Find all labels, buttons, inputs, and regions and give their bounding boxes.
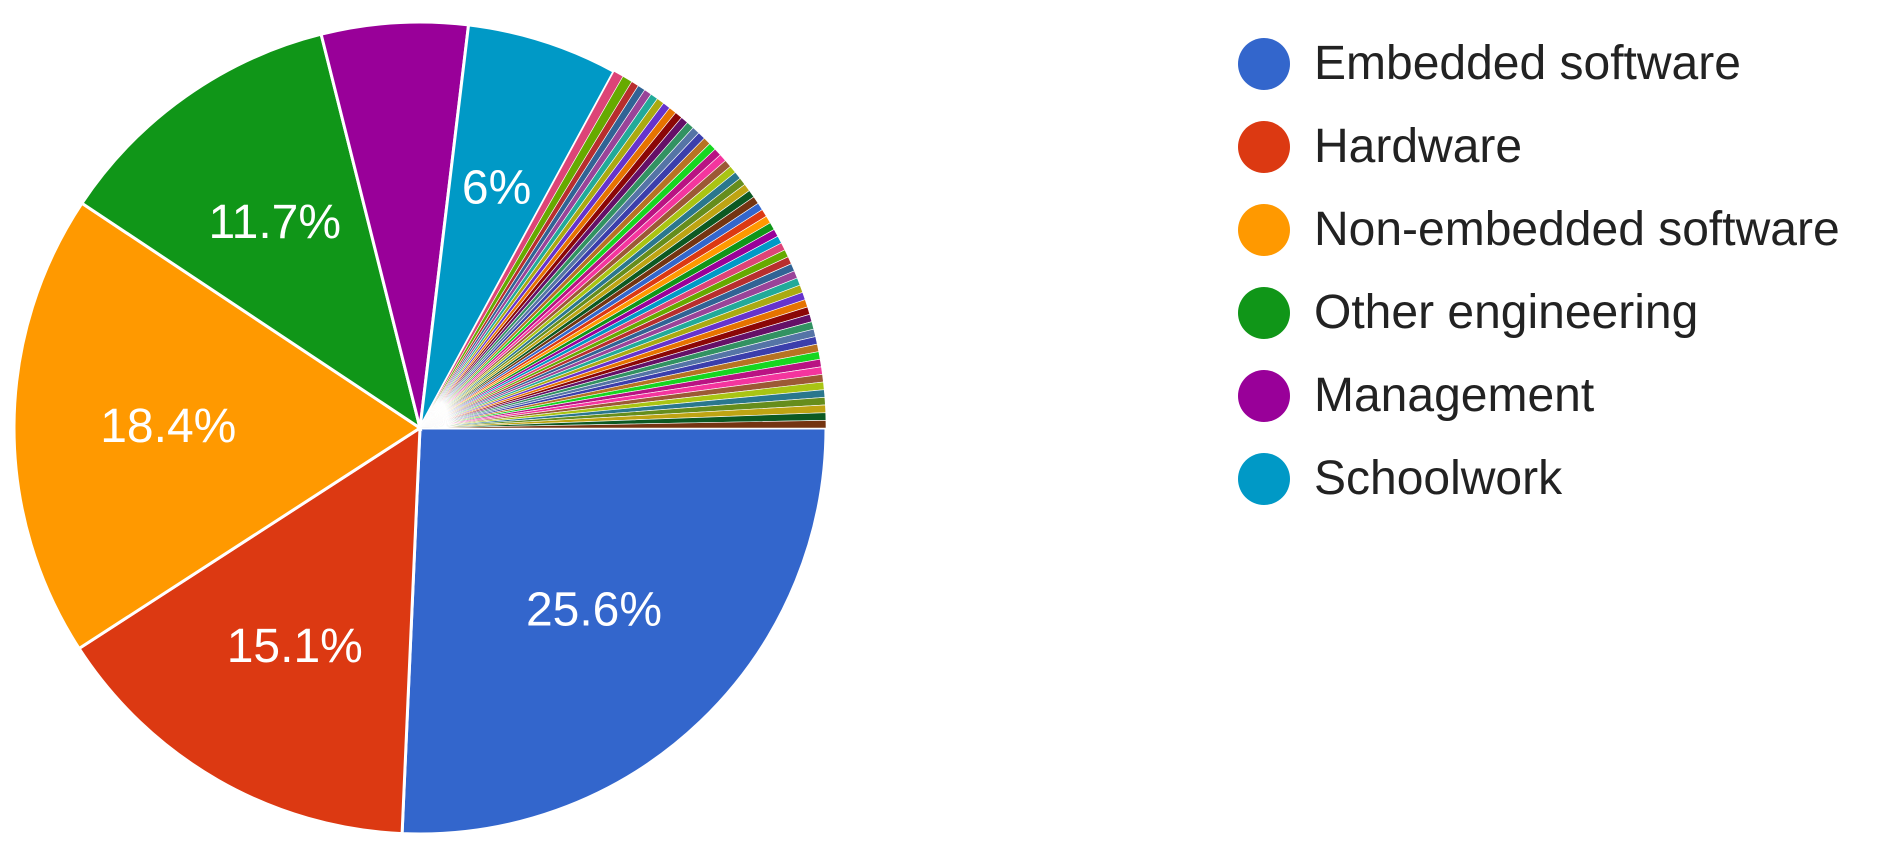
legend-swatch-hardware: [1238, 120, 1290, 173]
pie-label-embedded-software: 25.6%: [526, 583, 662, 636]
legend-swatch-other-engineering: [1238, 286, 1290, 339]
pie-slices: [12, 20, 828, 836]
legend-swatch-management: [1238, 369, 1290, 422]
legend-label-hardware: Hardware: [1314, 120, 1523, 173]
pie-slice-hardware: [77, 425, 422, 836]
pie-slice-embedded-software: [400, 426, 828, 836]
legend-swatch-schoolwork: [1238, 452, 1290, 505]
pie-slice-schoolwork: [418, 23, 617, 429]
legend-swatch-embedded-software: [1238, 37, 1290, 90]
pie-slice-other-engineering: [79, 32, 423, 432]
legend-label-schoolwork: Schoolwork: [1314, 452, 1563, 505]
legend-label-embedded-software: Embedded software: [1314, 37, 1741, 90]
pie-label-other-engineering: 11.7%: [209, 196, 342, 249]
pie-slice-non-embedded-software: [12, 201, 423, 651]
pie-label-schoolwork: 6%: [462, 162, 531, 215]
legend-label-management: Management: [1314, 369, 1595, 422]
legend-item-hardware: Hardware: [1238, 105, 1840, 188]
legend-item-other-engineering: Other engineering: [1238, 271, 1840, 354]
legend-item-embedded-software: Embedded software: [1238, 22, 1840, 105]
pie-labels: 25.6% 15.1% 18.4% 11.7% 6%: [100, 162, 662, 673]
pie-label-hardware: 15.1%: [227, 620, 363, 673]
legend-label-other-engineering: Other engineering: [1314, 286, 1699, 339]
legend-swatch-non-embedded-software: [1238, 203, 1290, 256]
chart-legend: Embedded software Hardware Non-embedded so…: [1238, 22, 1840, 520]
pie-slice-minor-61: [419, 420, 827, 429]
legend-item-management: Management: [1238, 354, 1840, 437]
legend-item-non-embedded-software: Non-embedded software: [1238, 188, 1840, 271]
legend-item-schoolwork: Schoolwork: [1238, 437, 1840, 520]
pie-label-non-embedded-software: 18.4%: [100, 400, 236, 453]
legend-label-non-embedded-software: Non-embedded software: [1314, 203, 1840, 256]
